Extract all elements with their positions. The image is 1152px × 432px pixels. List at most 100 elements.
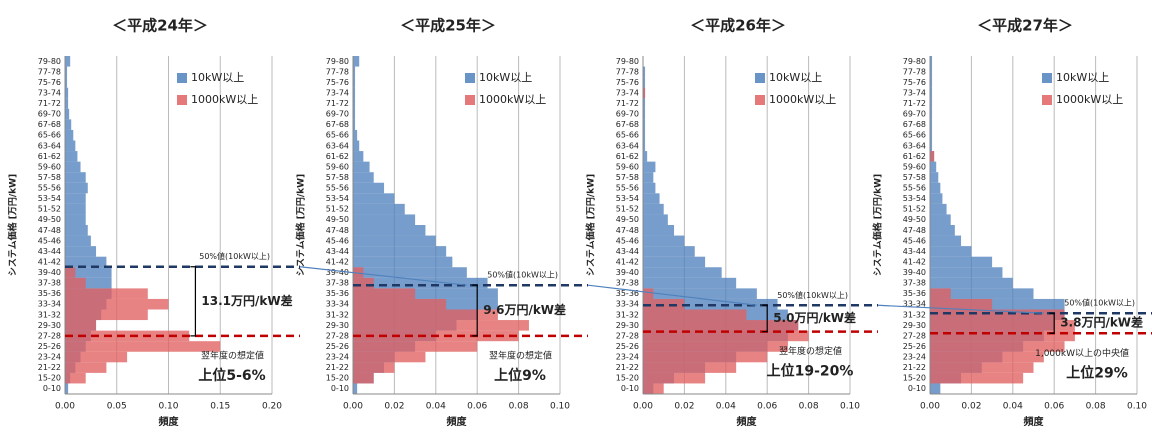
y-tick-label: 77-78 (616, 67, 639, 76)
bar (65, 87, 69, 99)
y-tick-label: 37-38 (616, 279, 639, 288)
chart-title: ＜平成24年＞ (112, 17, 208, 35)
bar (65, 372, 86, 384)
bar (930, 140, 933, 152)
y-tick-label: 47-48 (616, 226, 639, 235)
bar (643, 235, 685, 247)
bar (930, 351, 1044, 363)
y-tick-label: 0-10 (331, 384, 349, 393)
bar (65, 246, 97, 257)
legend-label: 1000kW以上 (191, 93, 258, 106)
bar (65, 267, 112, 278)
bar (65, 277, 86, 289)
bar (353, 151, 364, 162)
y-tick-label: 45-46 (38, 236, 61, 245)
bar (65, 77, 68, 88)
x-axis-label: 頻度 (1024, 415, 1045, 428)
y-tick-label: 75-76 (326, 78, 349, 87)
y-tick-label: 39-40 (38, 268, 61, 277)
y-tick-label: 79-80 (38, 57, 61, 66)
y-tick-label: 73-74 (903, 88, 926, 97)
y-tick-label: 51-52 (326, 205, 349, 214)
y-tick-label: 53-54 (326, 194, 349, 203)
bar (65, 341, 221, 352)
bar (353, 372, 374, 384)
difference-label: 3.8万円/kW差 (1060, 315, 1143, 330)
y-tick-label: 39-40 (903, 268, 926, 277)
difference-bracket (762, 304, 768, 333)
y-tick-label: 47-48 (326, 226, 349, 235)
bar (353, 288, 498, 299)
bar (930, 172, 939, 183)
bar (643, 288, 757, 299)
y-tick-label: 69-70 (616, 110, 639, 119)
bar (643, 193, 660, 204)
legend-swatch (465, 73, 475, 83)
bar (65, 108, 70, 120)
y-tick-label: 61-62 (903, 152, 926, 161)
y-tick-label: 41-42 (38, 257, 61, 266)
y-tick-label: 31-32 (38, 310, 61, 319)
bar (353, 119, 356, 130)
y-tick-label: 43-44 (616, 247, 639, 256)
y-tick-label: 63-64 (326, 141, 349, 150)
bar (353, 214, 416, 225)
y-tick-label: 21-22 (38, 363, 61, 372)
bar (643, 108, 646, 120)
reference-label: 翌年度の想定値 (201, 349, 264, 361)
x-tick-label: 0.02 (384, 402, 404, 412)
bar (643, 341, 788, 352)
bar (65, 182, 88, 194)
y-tick-label: 65-66 (326, 131, 349, 140)
bar (353, 362, 395, 373)
y-tick-label: 75-76 (903, 78, 926, 87)
x-tick-label: 0.02 (961, 402, 981, 412)
bar (930, 320, 1075, 331)
bar (643, 98, 646, 109)
bar (65, 383, 69, 394)
bar (643, 372, 706, 384)
y-tick-label: 33-34 (38, 300, 61, 309)
bar (643, 161, 656, 173)
x-tick-label: 0.00 (55, 402, 75, 412)
x-tick-label: 0.00 (633, 402, 653, 412)
bar (353, 267, 467, 278)
y-tick-label: 27-28 (616, 331, 639, 340)
y-tick-label: 69-70 (38, 110, 61, 119)
y-tick-label: 57-58 (38, 173, 61, 182)
legend-label: 1000kW以上 (1056, 93, 1123, 106)
bar (643, 320, 799, 331)
bar (353, 298, 447, 310)
y-tick-label: 61-62 (326, 152, 349, 161)
y-tick-label: 23-24 (326, 353, 349, 362)
legend-label: 10kW以上 (191, 71, 244, 84)
difference-label: 9.6万円/kW差 (483, 302, 566, 317)
bar (353, 235, 436, 247)
y-tick-label: 37-38 (326, 279, 349, 288)
chart-title: ＜平成27年＞ (977, 17, 1073, 35)
y-tick-label: 69-70 (903, 110, 926, 119)
y-tick-label: 51-52 (616, 205, 639, 214)
y-tick-label: 43-44 (38, 247, 61, 256)
y-tick-label: 23-24 (903, 353, 926, 362)
bar (643, 277, 737, 289)
x-tick-label: 0.05 (107, 402, 127, 412)
bar (65, 256, 107, 268)
y-tick-label: 33-34 (326, 300, 349, 309)
x-axis-label: 頻度 (159, 415, 180, 428)
bar (930, 256, 993, 268)
y-tick-label: 25-26 (326, 342, 349, 351)
bar (65, 330, 190, 342)
rank-label: 上位29% (1066, 364, 1128, 381)
difference-bracket (190, 266, 197, 337)
bar (65, 214, 86, 225)
bar (353, 288, 416, 299)
y-tick-label: 41-42 (616, 257, 639, 266)
x-tick-label: 0.15 (210, 402, 230, 412)
bar (65, 172, 86, 183)
bar (930, 66, 933, 78)
bar (643, 383, 664, 394)
y-tick-label: 47-48 (38, 226, 61, 235)
y-tick-label: 31-32 (903, 310, 926, 319)
bar (65, 129, 74, 141)
